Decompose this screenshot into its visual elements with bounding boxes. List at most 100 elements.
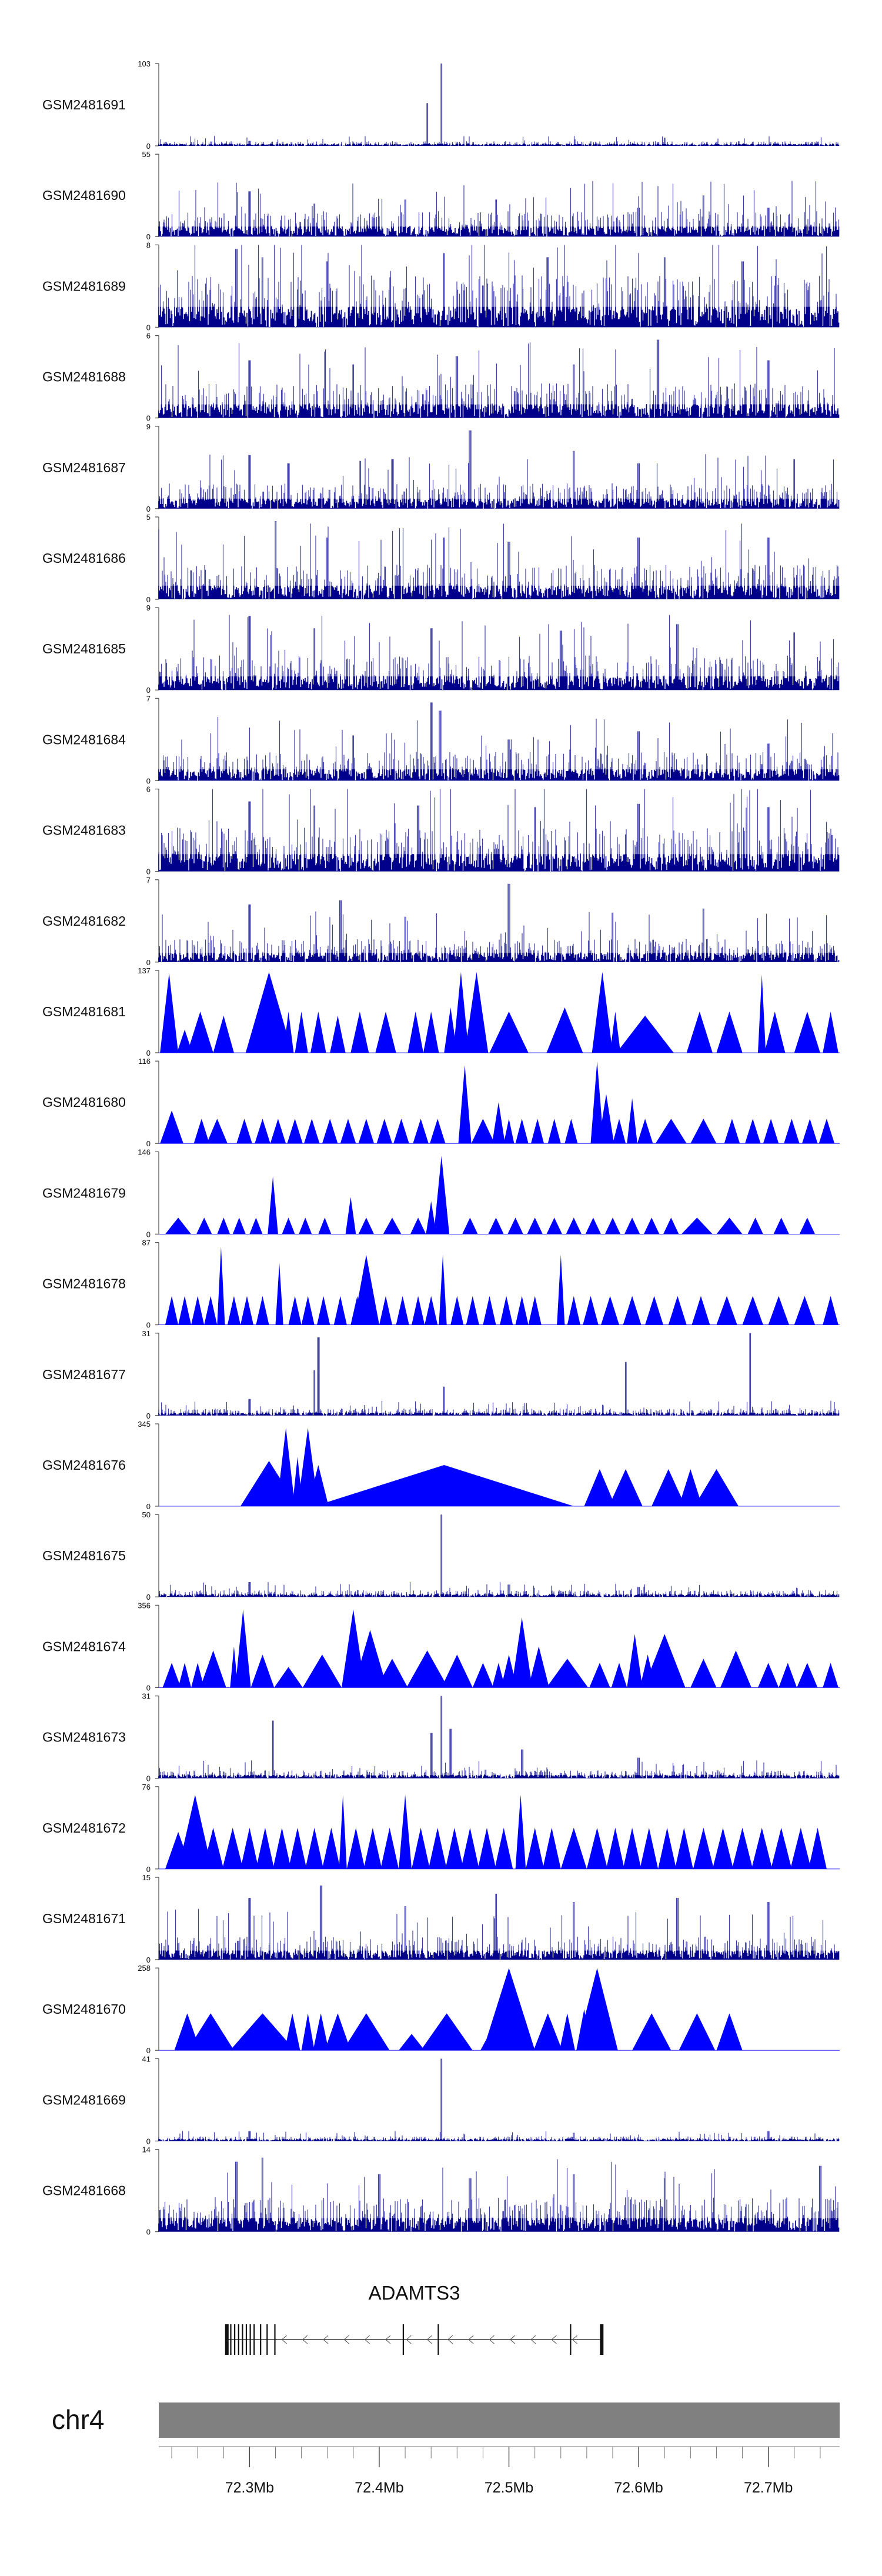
coverage-peak (567, 1296, 580, 1325)
coverage-peak (345, 1197, 356, 1234)
coverage-peak (483, 1296, 496, 1325)
coverage-peak (191, 1663, 205, 1688)
coverage-peak (613, 1119, 626, 1144)
coverage-peak (444, 1007, 457, 1053)
coverage-peak (426, 1201, 436, 1234)
coverage-signal-base (158, 676, 840, 690)
track-GSM2481671: GSM2481671 15 0 (42, 1873, 840, 1964)
coverage-peak (686, 1012, 713, 1053)
coverage-peak (217, 1217, 230, 1234)
coverage-peak (758, 1663, 779, 1688)
coverage-peak (592, 972, 613, 1053)
coverage-peak (799, 1217, 816, 1234)
coverage-peak (187, 1012, 213, 1053)
coverage-peak (742, 1296, 763, 1325)
gene-track-adamts3: ADAMTS3 (225, 2282, 604, 2355)
coverage-peak (560, 1827, 587, 1869)
strand-arrow (489, 2335, 495, 2344)
coverage-signal-base (158, 2218, 840, 2232)
coverage-peak (598, 1094, 614, 1144)
coverage-peak (250, 1654, 275, 1688)
axis-tick-label: 72.4Mb (355, 2480, 403, 2496)
coverage-peak (794, 1012, 820, 1053)
coverage-peak (694, 1469, 739, 1506)
coverage-peak (640, 1827, 659, 1869)
track-label: GSM2481685 (42, 641, 126, 656)
track-label: GSM2481682 (42, 913, 126, 929)
track-label: GSM2481674 (42, 1639, 126, 1654)
gene-exon (437, 2324, 439, 2355)
track-GSM2481674: GSM2481674 356 0 (42, 1601, 840, 1692)
coverage-peak (488, 1217, 504, 1234)
coverage-peak (515, 1119, 529, 1144)
coverage-peak (542, 1827, 561, 1869)
coverage-peak (230, 1646, 238, 1688)
coverage-peak (433, 1156, 450, 1234)
coverage-peak (339, 1794, 347, 1869)
track-GSM2481680: GSM2481680 116 0 (42, 1057, 840, 1148)
coverage-peak (282, 1217, 295, 1234)
coverage-peak (623, 1296, 642, 1325)
track-label: GSM2481686 (42, 550, 126, 566)
coverage-peak (445, 1827, 464, 1869)
coverage-peak (204, 1296, 218, 1325)
y-axis-zero-label: 0 (146, 1683, 151, 1692)
coverage-peak (643, 1634, 686, 1688)
coverage-peak (222, 1827, 243, 1869)
coverage-peak (585, 1217, 602, 1234)
coverage-signal (158, 64, 840, 146)
track-label: GSM2481689 (42, 278, 126, 293)
strand-arrow (302, 2335, 308, 2344)
track-GSM2481689: GSM2481689 8 0 (42, 241, 840, 332)
coverage-peak (270, 1119, 286, 1144)
coverage-peak (343, 2013, 390, 2051)
axis-tick-label: 72.7Mb (744, 2480, 793, 2496)
coverage-peak (304, 1119, 320, 1144)
coverage-peak (808, 1827, 827, 1869)
coverage-peak (301, 2013, 315, 2051)
coverage-peak (495, 1827, 513, 1869)
coverage-peak (353, 1254, 379, 1325)
coverage-peak (533, 2013, 562, 2051)
track-GSM2481681: GSM2481681 137 0 (42, 966, 840, 1057)
coverage-peak (604, 1217, 621, 1234)
strand-arrow (426, 2335, 432, 2344)
y-axis-max-label: 31 (142, 1692, 151, 1701)
coverage-signal (158, 1514, 840, 1597)
coverage-peak (668, 1296, 687, 1325)
gene-exon (238, 2324, 239, 2355)
track-GSM2481688: GSM2481688 6 0 (42, 332, 840, 423)
coverage-peak (317, 1296, 330, 1325)
track-GSM2481684: GSM2481684 7 0 (42, 694, 840, 785)
coverage-peak (240, 1827, 259, 1869)
coverage-peak (249, 1217, 263, 1234)
track-GSM2481676: GSM2481676 345 0 (42, 1420, 840, 1511)
gene-name-label: ADAMTS3 (369, 2282, 460, 2304)
coverage-peak (458, 1065, 472, 1144)
coverage-peak (623, 1827, 642, 1869)
coverage-peak (724, 1119, 740, 1144)
coverage-peak (441, 1654, 473, 1688)
track-label: GSM2481676 (42, 1457, 126, 1473)
track-label: GSM2481671 (42, 1911, 126, 1926)
track-GSM2481682: GSM2481682 7 0 (42, 876, 840, 967)
coverage-signal-base (158, 854, 840, 872)
coverage-signal-base (158, 498, 840, 509)
track-label: GSM2481684 (42, 732, 126, 747)
coverage-peak (375, 1012, 396, 1053)
coverage-peak (589, 1663, 610, 1688)
coverage-peak (611, 1663, 627, 1688)
coverage-peak (430, 1119, 446, 1144)
coverage-peak (340, 1119, 356, 1144)
strand-arrow (281, 2335, 287, 2344)
y-axis-max-label: 356 (138, 1601, 151, 1610)
coverage-peak (663, 1217, 679, 1234)
track-label: GSM2481670 (42, 2001, 126, 2017)
coverage-peak (232, 1217, 246, 1234)
axis-tick-label: 72.5Mb (485, 2480, 533, 2496)
y-axis-max-label: 9 (146, 603, 151, 612)
track-label: GSM2481673 (42, 1730, 126, 1745)
coverage-peak (314, 1465, 574, 1506)
strand-arrow (343, 2335, 349, 2344)
coverage-peak (275, 1263, 283, 1325)
